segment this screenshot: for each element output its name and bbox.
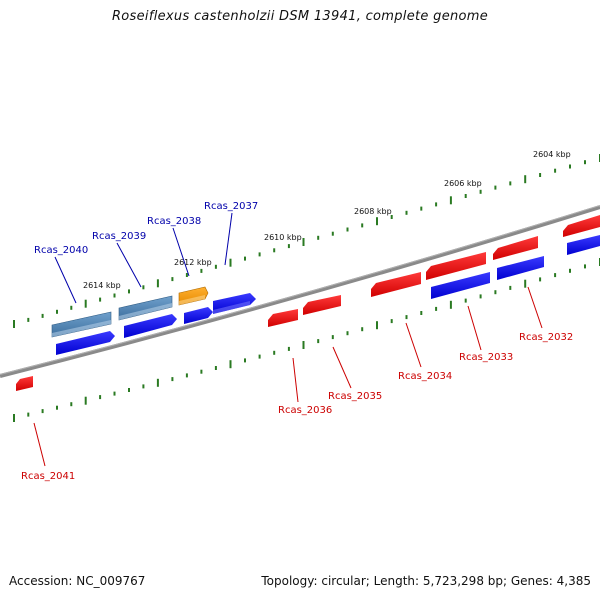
outer-tick-track bbox=[13, 154, 600, 328]
gene-rcas-2033[interactable] bbox=[426, 252, 486, 280]
leader-line bbox=[172, 227, 190, 277]
inner-tick-track bbox=[13, 258, 600, 422]
gene-label-rcas-2040[interactable]: Rcas_2040 bbox=[34, 245, 88, 256]
genome-title: Roseiflexus castenholzii DSM 13941, comp… bbox=[111, 9, 489, 24]
gene-label-rcas-2041[interactable]: Rcas_2041 bbox=[21, 471, 75, 482]
gene-rcas-2039[interactable] bbox=[118, 295, 173, 321]
genome-backbone bbox=[0, 205, 600, 378]
gene-label-rcas-2035[interactable]: Rcas_2035 bbox=[328, 391, 382, 402]
scale-label: 2606 kbp bbox=[444, 179, 482, 188]
scale-label: 2604 kbp bbox=[533, 150, 571, 159]
gene-rcas-2034[interactable] bbox=[371, 272, 421, 297]
gene-label-rcas-2038[interactable]: Rcas_2038 bbox=[147, 216, 201, 227]
scale-label: 2614 kbp bbox=[83, 281, 121, 290]
gene-label-rcas-2037[interactable]: Rcas_2037 bbox=[204, 201, 258, 212]
gene-rcas-2032[interactable] bbox=[493, 236, 538, 260]
gene-bar[interactable] bbox=[497, 256, 544, 280]
scale-label: 2612 kbp bbox=[174, 258, 212, 267]
gene-rcas-2040[interactable] bbox=[51, 311, 112, 338]
leader-line bbox=[467, 305, 482, 351]
leader-line bbox=[224, 212, 233, 266]
gene-label-rcas-2039[interactable]: Rcas_2039 bbox=[92, 231, 146, 242]
gene-rcas-2036[interactable] bbox=[268, 309, 298, 327]
accession-label: Accession: NC_009767 bbox=[9, 574, 146, 588]
gene-bar[interactable] bbox=[124, 314, 177, 338]
gene-bar[interactable] bbox=[563, 215, 600, 237]
gene-bar[interactable] bbox=[56, 331, 115, 355]
leader-line bbox=[292, 357, 299, 403]
gene-rcas-2037[interactable] bbox=[213, 293, 256, 314]
gene-bar[interactable] bbox=[431, 272, 490, 299]
gene-rcas-2041[interactable] bbox=[16, 376, 33, 391]
leader-line bbox=[33, 422, 46, 467]
scale-label: 2610 kbp bbox=[264, 233, 302, 242]
gene-label-rcas-2033[interactable]: Rcas_2033 bbox=[459, 352, 513, 363]
leader-line bbox=[116, 242, 142, 288]
gene-rcas-2035[interactable] bbox=[303, 295, 341, 315]
leader-line bbox=[527, 286, 543, 329]
gene-label-rcas-2032[interactable]: Rcas_2032 bbox=[519, 332, 573, 343]
gene-bar[interactable] bbox=[184, 307, 213, 324]
gene-rcas-2038[interactable] bbox=[178, 286, 209, 306]
scale-label: 2608 kbp bbox=[354, 207, 392, 216]
gene-label-rcas-2036[interactable]: Rcas_2036 bbox=[278, 405, 332, 416]
genome-summary: Topology: circular; Length: 5,723,298 bp… bbox=[261, 574, 591, 588]
leader-line bbox=[332, 346, 352, 389]
leader-line bbox=[405, 322, 422, 368]
gene-bar[interactable] bbox=[567, 235, 600, 255]
leader-line bbox=[54, 256, 77, 304]
gene-label-rcas-2034[interactable]: Rcas_2034 bbox=[398, 371, 452, 382]
